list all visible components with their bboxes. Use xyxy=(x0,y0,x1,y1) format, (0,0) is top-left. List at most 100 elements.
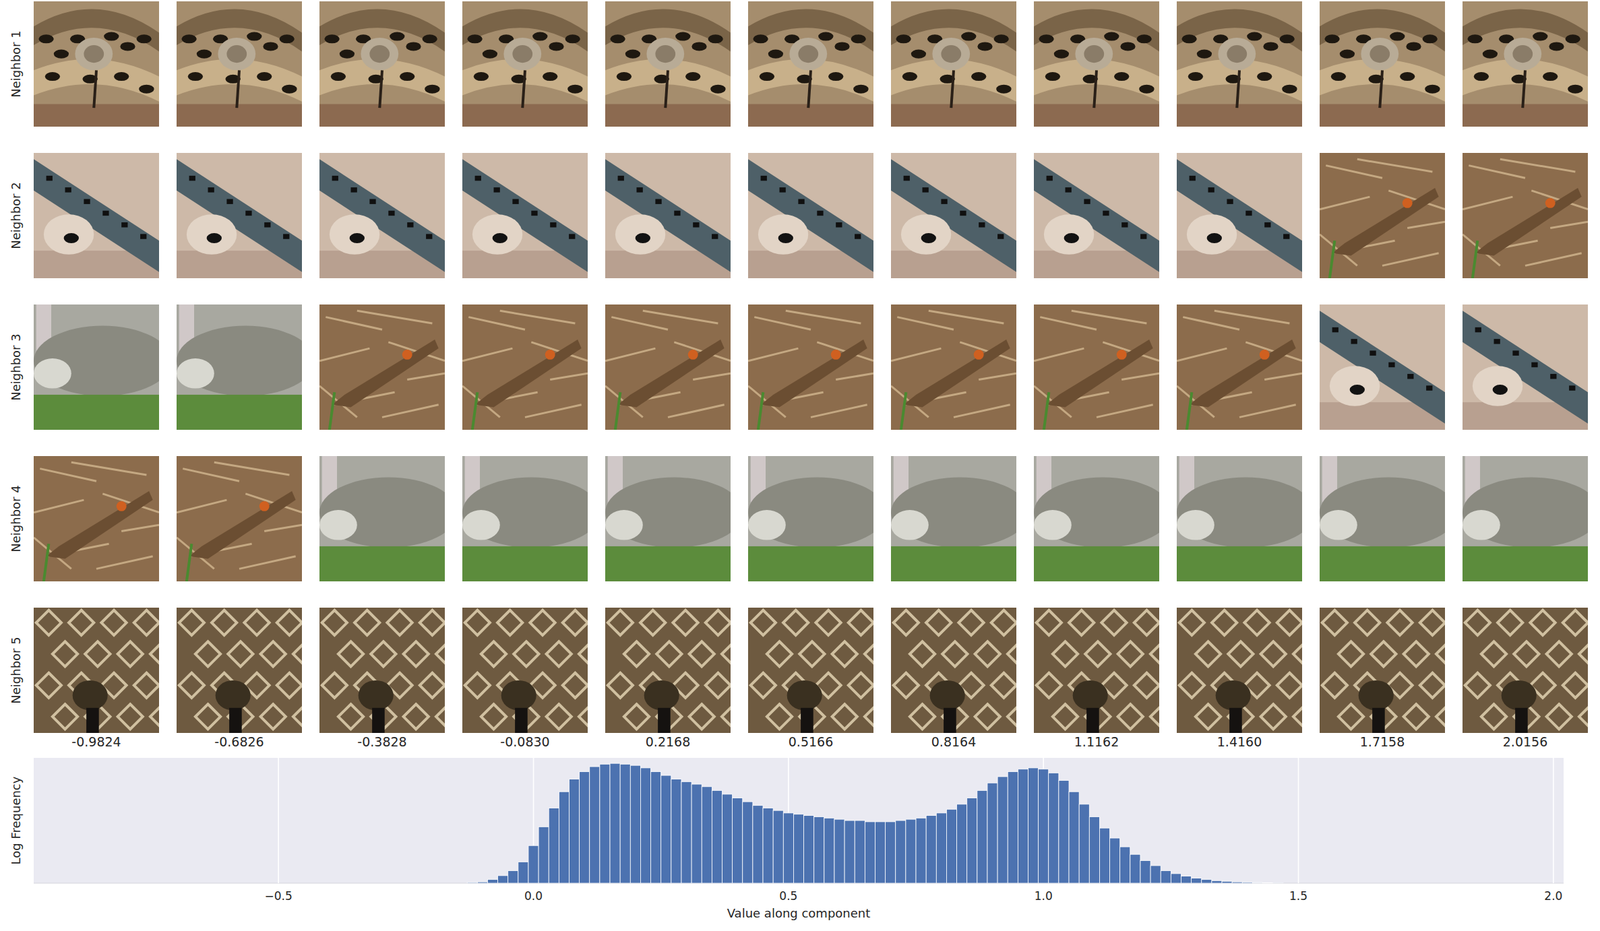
thumbnail xyxy=(605,1,731,127)
thumbnail xyxy=(1319,456,1445,582)
histogram-bar xyxy=(558,791,569,884)
histogram-bar xyxy=(977,790,988,884)
histogram-bar xyxy=(1160,870,1171,884)
histogram-bar xyxy=(1273,882,1284,884)
histogram-bar xyxy=(477,882,488,884)
thumbnail xyxy=(462,607,588,734)
histogram-bar xyxy=(620,764,631,884)
x-tick-label: −0.5 xyxy=(264,889,293,904)
thumbnail xyxy=(33,607,160,734)
histogram-bar xyxy=(722,794,733,884)
histogram-bar xyxy=(1181,876,1192,884)
histogram-bar xyxy=(671,779,682,884)
histogram-bar xyxy=(711,790,722,884)
row-label: Neighbor 3 xyxy=(8,333,23,401)
histogram-bar xyxy=(834,819,845,884)
thumbnail xyxy=(1176,607,1303,734)
thumbnail xyxy=(1176,304,1303,430)
thumbnail xyxy=(748,152,874,279)
thumbnail xyxy=(176,456,302,582)
column-value: 1.4160 xyxy=(1217,734,1262,750)
histogram-bar xyxy=(1048,773,1059,884)
histogram-bar xyxy=(936,813,947,884)
grid-line xyxy=(1298,758,1300,884)
thumbnail xyxy=(1176,152,1303,279)
thumbnail xyxy=(1462,152,1588,279)
x-tick-label: 2.0 xyxy=(1544,889,1563,904)
histogram-bar xyxy=(548,808,559,884)
histogram-bar xyxy=(895,820,906,884)
x-tick-label: 1.0 xyxy=(1034,889,1053,904)
x-tick-label: 0.5 xyxy=(779,889,798,904)
thumbnail xyxy=(33,1,160,127)
row-label: Neighbor 5 xyxy=(8,636,23,704)
histogram-bar xyxy=(783,813,794,884)
thumbnail xyxy=(1033,1,1160,127)
thumbnail xyxy=(1319,607,1445,734)
column-value: 0.2168 xyxy=(645,734,691,750)
histogram-bar xyxy=(854,820,865,884)
y-axis-label: Log Frequency xyxy=(8,776,23,865)
thumbnail xyxy=(890,304,1017,430)
thumbnail xyxy=(748,1,874,127)
thumbnail xyxy=(1033,304,1160,430)
histogram-bar xyxy=(1252,882,1263,884)
histogram-bar xyxy=(915,818,927,884)
histogram-bar xyxy=(1079,804,1090,884)
histogram-bar xyxy=(498,876,509,884)
histogram-bar xyxy=(762,808,774,884)
histogram-bar xyxy=(579,771,590,884)
histogram-bar xyxy=(1007,771,1018,884)
thumbnail xyxy=(1319,152,1445,279)
histogram-bar xyxy=(824,818,835,884)
histogram-bar xyxy=(742,802,753,884)
column-value: -0.3828 xyxy=(357,734,407,750)
x-axis-label: Value along component xyxy=(727,906,871,921)
histogram-bar xyxy=(518,862,529,884)
histogram-bar xyxy=(946,809,957,884)
histogram-bar xyxy=(864,822,875,884)
histogram-bar xyxy=(1211,880,1222,884)
histogram-bar xyxy=(1099,828,1110,884)
thumbnail xyxy=(1319,1,1445,127)
thumbnail xyxy=(605,304,731,430)
histogram-bar xyxy=(651,771,662,884)
histogram-bar xyxy=(1089,816,1100,884)
figure: Neighbor 1Neighbor 2Neighbor 3Neighbor 4… xyxy=(0,0,1600,931)
histogram-bar xyxy=(589,766,600,884)
histogram-bar xyxy=(1242,882,1253,884)
histogram-bar xyxy=(1191,878,1202,884)
thumbnail xyxy=(605,152,731,279)
histogram-bar xyxy=(1221,881,1233,884)
histogram-bar xyxy=(467,882,478,884)
histogram-bar xyxy=(997,777,1008,884)
histogram-bar xyxy=(609,763,621,884)
histogram-bar xyxy=(1140,861,1151,884)
thumbnail xyxy=(1176,1,1303,127)
histogram-bar xyxy=(640,768,651,884)
thumbnail xyxy=(1462,1,1588,127)
histogram-bar xyxy=(885,822,896,884)
column-value: 0.8164 xyxy=(931,734,976,750)
thumbnail xyxy=(890,607,1017,734)
thumbnail xyxy=(176,1,302,127)
histogram-bar xyxy=(1028,768,1039,884)
histogram-bar xyxy=(599,764,610,884)
histogram-bar xyxy=(1068,791,1080,884)
column-value: 1.7158 xyxy=(1360,734,1405,750)
thumbnail xyxy=(462,152,588,279)
histogram-bar xyxy=(691,784,702,884)
histogram-bar xyxy=(661,775,672,884)
thumbnail xyxy=(1319,304,1445,430)
thumbnail xyxy=(748,456,874,582)
column-value: 1.1162 xyxy=(1074,734,1119,750)
histogram-bar xyxy=(1058,780,1069,884)
histogram-bar xyxy=(487,879,498,884)
histogram-bar xyxy=(630,765,641,884)
histogram-bar xyxy=(926,816,937,884)
thumbnail xyxy=(33,456,160,582)
histogram-bar xyxy=(1120,847,1131,884)
histogram-bar xyxy=(508,870,519,884)
thumbnail xyxy=(176,152,302,279)
histogram-bar xyxy=(681,781,692,884)
